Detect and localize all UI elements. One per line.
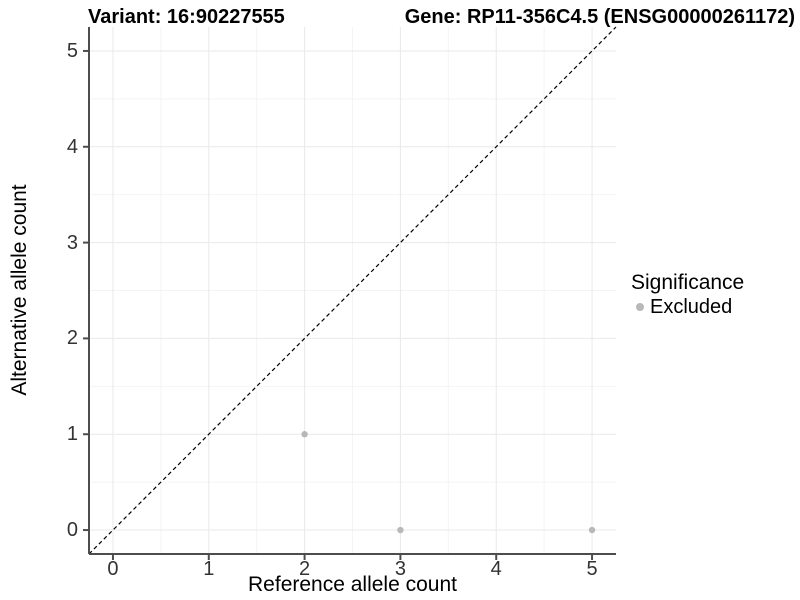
legend-item-label: Excluded bbox=[650, 296, 733, 318]
excluded-point-icon bbox=[636, 303, 644, 311]
y-tick-label: 5 bbox=[66, 39, 78, 62]
x-tick-label: 3 bbox=[394, 558, 406, 580]
data-point bbox=[301, 431, 308, 438]
x-tick-label: 1 bbox=[203, 558, 215, 580]
legend-item-excluded: Excluded bbox=[636, 295, 744, 319]
x-tick-label: 2 bbox=[299, 558, 311, 580]
y-tick-label: 3 bbox=[66, 231, 78, 254]
legend: Significance Excluded bbox=[631, 270, 744, 319]
data-point bbox=[588, 526, 596, 534]
data-point bbox=[397, 526, 404, 534]
y-tick-label: 1 bbox=[66, 423, 78, 446]
legend-title: Significance bbox=[631, 271, 745, 294]
identity-line bbox=[88, 26, 617, 555]
x-axis-title: Reference allele count bbox=[248, 573, 457, 596]
gene-title: Gene: RP11-356C4.5 (ENSG00000261172) bbox=[404, 6, 795, 28]
y-axis-title: Alternative allele count bbox=[8, 184, 31, 396]
y-tick-label: 2 bbox=[66, 327, 78, 350]
y-tick-label: 0 bbox=[66, 519, 78, 542]
y-tick-label: 4 bbox=[66, 135, 78, 158]
variant-title: Variant: 16:90227555 bbox=[88, 6, 285, 28]
x-tick-label: 5 bbox=[586, 558, 598, 580]
x-tick-label: 0 bbox=[107, 558, 119, 580]
x-tick-label: 4 bbox=[490, 558, 502, 580]
